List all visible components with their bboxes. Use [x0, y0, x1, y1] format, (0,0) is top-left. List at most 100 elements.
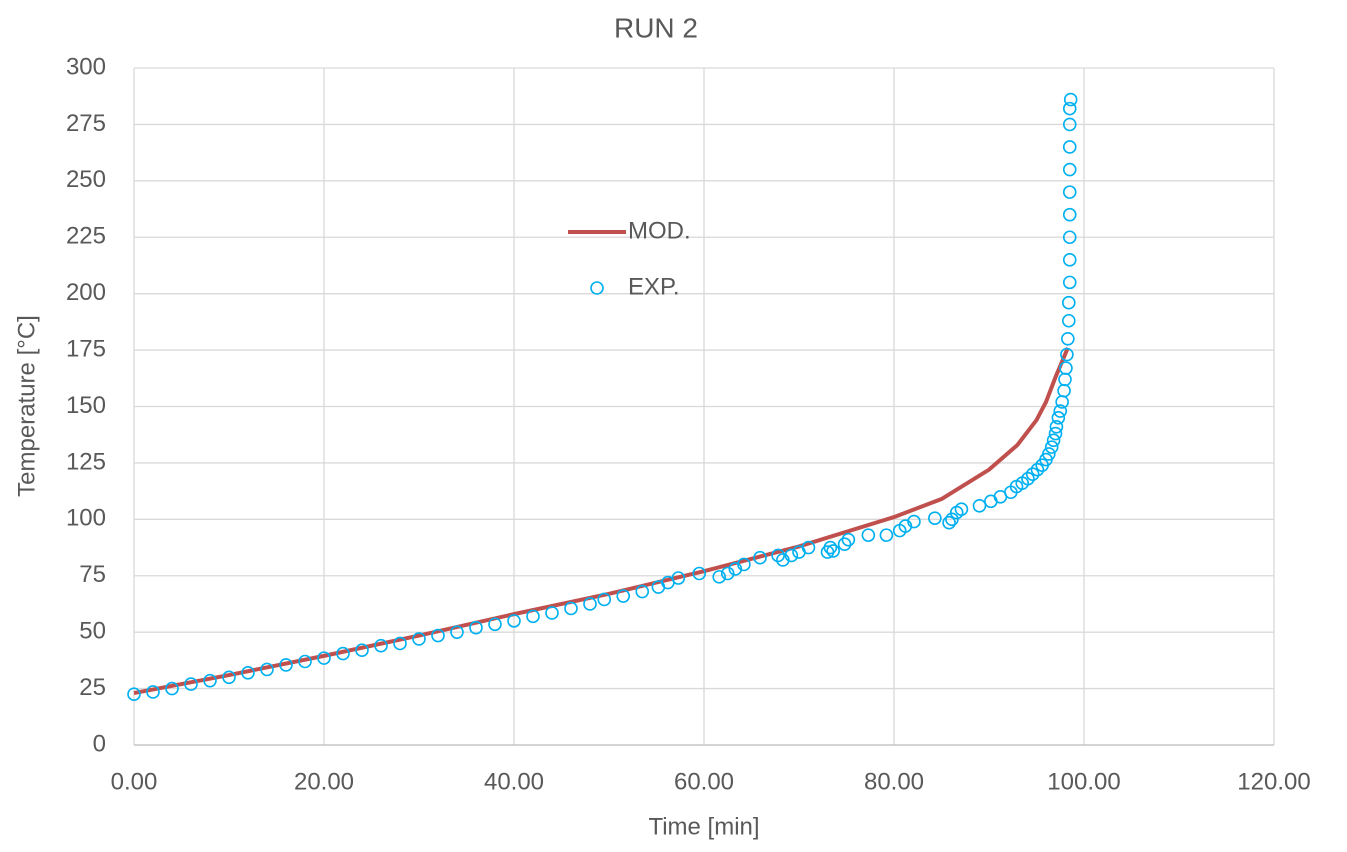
- data-point: [737, 557, 751, 572]
- data-point: [753, 550, 767, 565]
- y-tick-label: 275: [66, 110, 106, 137]
- data-point: [1021, 471, 1035, 486]
- y-tick-label: 25: [79, 674, 106, 701]
- chart-title: RUN 2: [614, 12, 698, 43]
- x-tick-label: 80.00: [864, 768, 924, 795]
- data-point: [1062, 162, 1077, 177]
- data-point: [469, 620, 483, 635]
- x-tick-label: 0.00: [111, 768, 158, 795]
- y-tick-label: 200: [66, 279, 106, 306]
- data-point: [1025, 467, 1040, 482]
- data-point: [972, 498, 987, 513]
- y-tick-label: 50: [79, 618, 106, 645]
- data-point: [222, 670, 236, 685]
- y-tick-label: 75: [79, 561, 106, 588]
- data-point: [945, 512, 959, 527]
- data-point: [776, 553, 790, 567]
- x-tick-label: 60.00: [674, 768, 734, 795]
- data-point: [184, 677, 198, 691]
- data-point: [712, 570, 727, 584]
- legend-swatch: [590, 281, 604, 295]
- data-point: [841, 532, 856, 547]
- data-point: [1030, 462, 1045, 477]
- data-point: [1062, 101, 1077, 116]
- data-point: [635, 584, 650, 599]
- data-point: [1061, 331, 1075, 346]
- y-tick-label: 150: [66, 392, 106, 419]
- legend-label: MOD.: [628, 217, 691, 244]
- y-tick-label: 0: [93, 730, 106, 757]
- data-point: [801, 540, 816, 555]
- data-point: [1060, 347, 1074, 362]
- data-point: [146, 685, 160, 699]
- y-axis-label: Temperature [°C]: [13, 315, 40, 497]
- data-point: [374, 638, 388, 653]
- data-point: [203, 673, 217, 688]
- data-point: [1057, 383, 1071, 398]
- data-point: [1062, 140, 1077, 154]
- data-point: [942, 515, 956, 530]
- data-point: [671, 571, 686, 585]
- data-point: [1062, 207, 1077, 222]
- data-point: [1062, 185, 1077, 199]
- x-axis-label: Time [min]: [648, 813, 759, 840]
- y-tick-label: 300: [66, 53, 106, 80]
- data-point: [907, 514, 921, 529]
- data-point: [279, 658, 293, 672]
- line-series: [133, 347, 1070, 696]
- data-point: [1049, 420, 1064, 434]
- data-point: [317, 651, 331, 665]
- data-point: [1062, 253, 1077, 267]
- data-point: [1053, 404, 1068, 418]
- data-point: [488, 617, 502, 632]
- x-tick-label: 20.00: [294, 768, 354, 795]
- data-point: [241, 665, 255, 680]
- data-point: [1051, 410, 1066, 425]
- data-point: [879, 528, 894, 542]
- data-point: [127, 687, 141, 702]
- data-point: [165, 681, 179, 696]
- data-point: [771, 548, 785, 563]
- data-point: [260, 662, 274, 677]
- data-point: [1046, 433, 1061, 448]
- data-point: [597, 592, 612, 607]
- data-point: [1062, 295, 1076, 310]
- data-point: [1062, 230, 1077, 245]
- data-point: [1042, 447, 1056, 461]
- data-point: [450, 625, 464, 639]
- data-point: [1044, 440, 1059, 454]
- data-point: [1062, 117, 1077, 132]
- data-point: [1048, 426, 1063, 441]
- data-point: [1062, 313, 1076, 328]
- x-tick-label: 120.00: [1237, 768, 1310, 795]
- data-point: [393, 636, 407, 651]
- data-point: [583, 597, 597, 611]
- data-point: [898, 519, 913, 533]
- data-point: [526, 609, 540, 624]
- data-point: [692, 566, 707, 581]
- data-point: [564, 601, 578, 616]
- data-point: [837, 537, 852, 551]
- data-point: [616, 589, 631, 603]
- data-point: [1058, 372, 1072, 387]
- y-tick-label: 225: [66, 223, 106, 250]
- x-tick-label: 40.00: [484, 768, 544, 795]
- data-point: [1063, 92, 1078, 107]
- data-point: [728, 562, 743, 576]
- x-tick-label: 100.00: [1047, 768, 1120, 795]
- data-point: [784, 548, 799, 563]
- data-point: [507, 614, 521, 628]
- data-point: [545, 606, 559, 620]
- data-point: [954, 502, 969, 516]
- y-tick-label: 125: [66, 448, 106, 475]
- data-point: [1062, 275, 1077, 290]
- data-point: [412, 632, 426, 646]
- data-point: [861, 528, 876, 542]
- data-point: [720, 566, 735, 581]
- data-point: [823, 540, 838, 555]
- data-point: [1059, 361, 1073, 375]
- y-tick-label: 175: [66, 335, 106, 362]
- y-tick-label: 100: [66, 505, 106, 532]
- data-point: [298, 654, 312, 669]
